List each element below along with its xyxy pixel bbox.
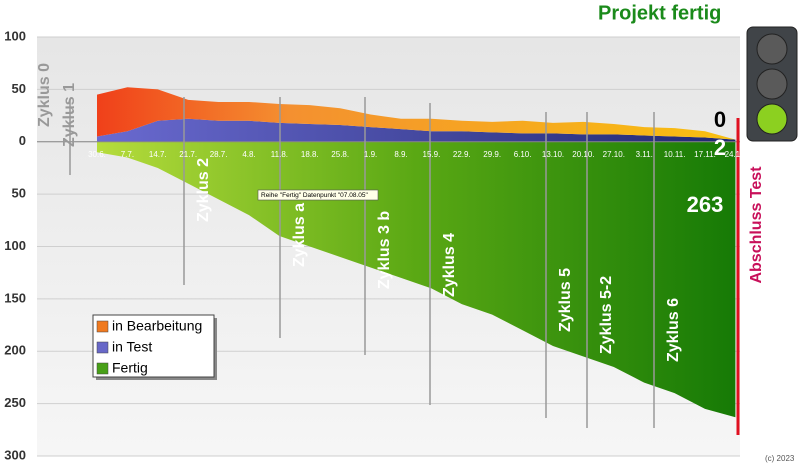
x-tick-label: 18.8. <box>301 150 319 159</box>
x-tick-label: 28.7. <box>210 150 228 159</box>
area <box>97 141 736 418</box>
copyright: (c) 2023 <box>765 454 795 463</box>
y-tick-label: 100 <box>4 28 26 43</box>
end-marker-label: Abschluss Test <box>748 166 765 284</box>
value-label: 2 <box>714 135 726 160</box>
cycle-label: Zyklus a <box>291 203 308 267</box>
legend-label: in Test <box>112 339 152 355</box>
legend: in Bearbeitung in Test Fertig <box>92 314 217 380</box>
x-tick-label: 13.10. <box>542 150 564 159</box>
y-tick-label: 200 <box>4 343 26 358</box>
x-tick-label: 8.9. <box>394 150 407 159</box>
x-tick-label: 6.10. <box>514 150 532 159</box>
x-tick-label: 7.7. <box>121 150 134 159</box>
x-tick-label: 21.7. <box>179 150 197 159</box>
annotations: Zyklus 0 Zyklus 1 Zyklus 2 Zyklus a Zyklus 3… <box>36 63 682 428</box>
cycle-label: Zyklus 2 <box>195 158 212 222</box>
area <box>97 118 736 142</box>
x-tick-label: 3.11. <box>636 150 653 159</box>
cycle-label: Zyklus 1 <box>61 83 78 147</box>
y-tick-label: 150 <box>4 290 26 305</box>
cycle-label: Zyklus 6 <box>665 298 682 362</box>
legend-swatch <box>96 320 109 333</box>
y-tick-label: 300 <box>4 447 26 462</box>
y-tick-label: 50 <box>12 81 26 96</box>
area <box>97 87 736 140</box>
cycle-label: Zyklus 4 <box>441 233 458 297</box>
x-tick-label: 27.10. <box>603 150 625 159</box>
cycle-label: Zyklus 3 b <box>376 211 393 289</box>
cycle-label: Zyklus 5-2 <box>598 276 615 354</box>
cycle-label: Zyklus 5 <box>557 268 574 332</box>
traffic-light <box>746 26 798 142</box>
x-tick-label: 24.11. <box>725 150 747 159</box>
x-tick-label: 25.8. <box>331 150 349 159</box>
y-tick-label: 250 <box>4 395 26 410</box>
tooltip: Reihe "Fertig" Datenpunkt "07.08.05" <box>257 189 379 201</box>
x-tick-label: 30.6. <box>88 150 106 159</box>
tooltip-text: Reihe "Fertig" Datenpunkt "07.08.05" <box>261 192 368 199</box>
value-label: 0 <box>714 107 726 132</box>
x-tick-label: 20.10. <box>572 150 594 159</box>
x-tick-label: 1.9. <box>364 150 377 159</box>
cycle-label: Zyklus 0 <box>36 63 53 127</box>
legend-label: Fertig <box>112 360 148 376</box>
legend-swatch <box>96 341 109 354</box>
value-label: 263 <box>687 192 724 217</box>
areas <box>37 87 740 418</box>
x-tick-label: 4.8. <box>242 150 255 159</box>
x-tick-label: 15.9. <box>423 150 441 159</box>
x-tick-label: 10.11. <box>664 150 686 159</box>
legend-swatch <box>96 362 109 375</box>
y-tick-label: 50 <box>12 186 26 201</box>
y-tick-label: 100 <box>4 238 26 253</box>
x-tick-label: 29.9. <box>483 150 501 159</box>
x-tick-label: 17.11. <box>694 150 716 159</box>
chart-title: Projekt fertig <box>598 2 721 24</box>
legend-label: in Bearbeitung <box>112 318 202 334</box>
y-tick-label: 0 <box>19 133 26 148</box>
x-tick-label: 14.7. <box>149 150 167 159</box>
x-tick-label: 11.8. <box>271 150 288 159</box>
x-tick-label: 22.9. <box>453 150 471 159</box>
